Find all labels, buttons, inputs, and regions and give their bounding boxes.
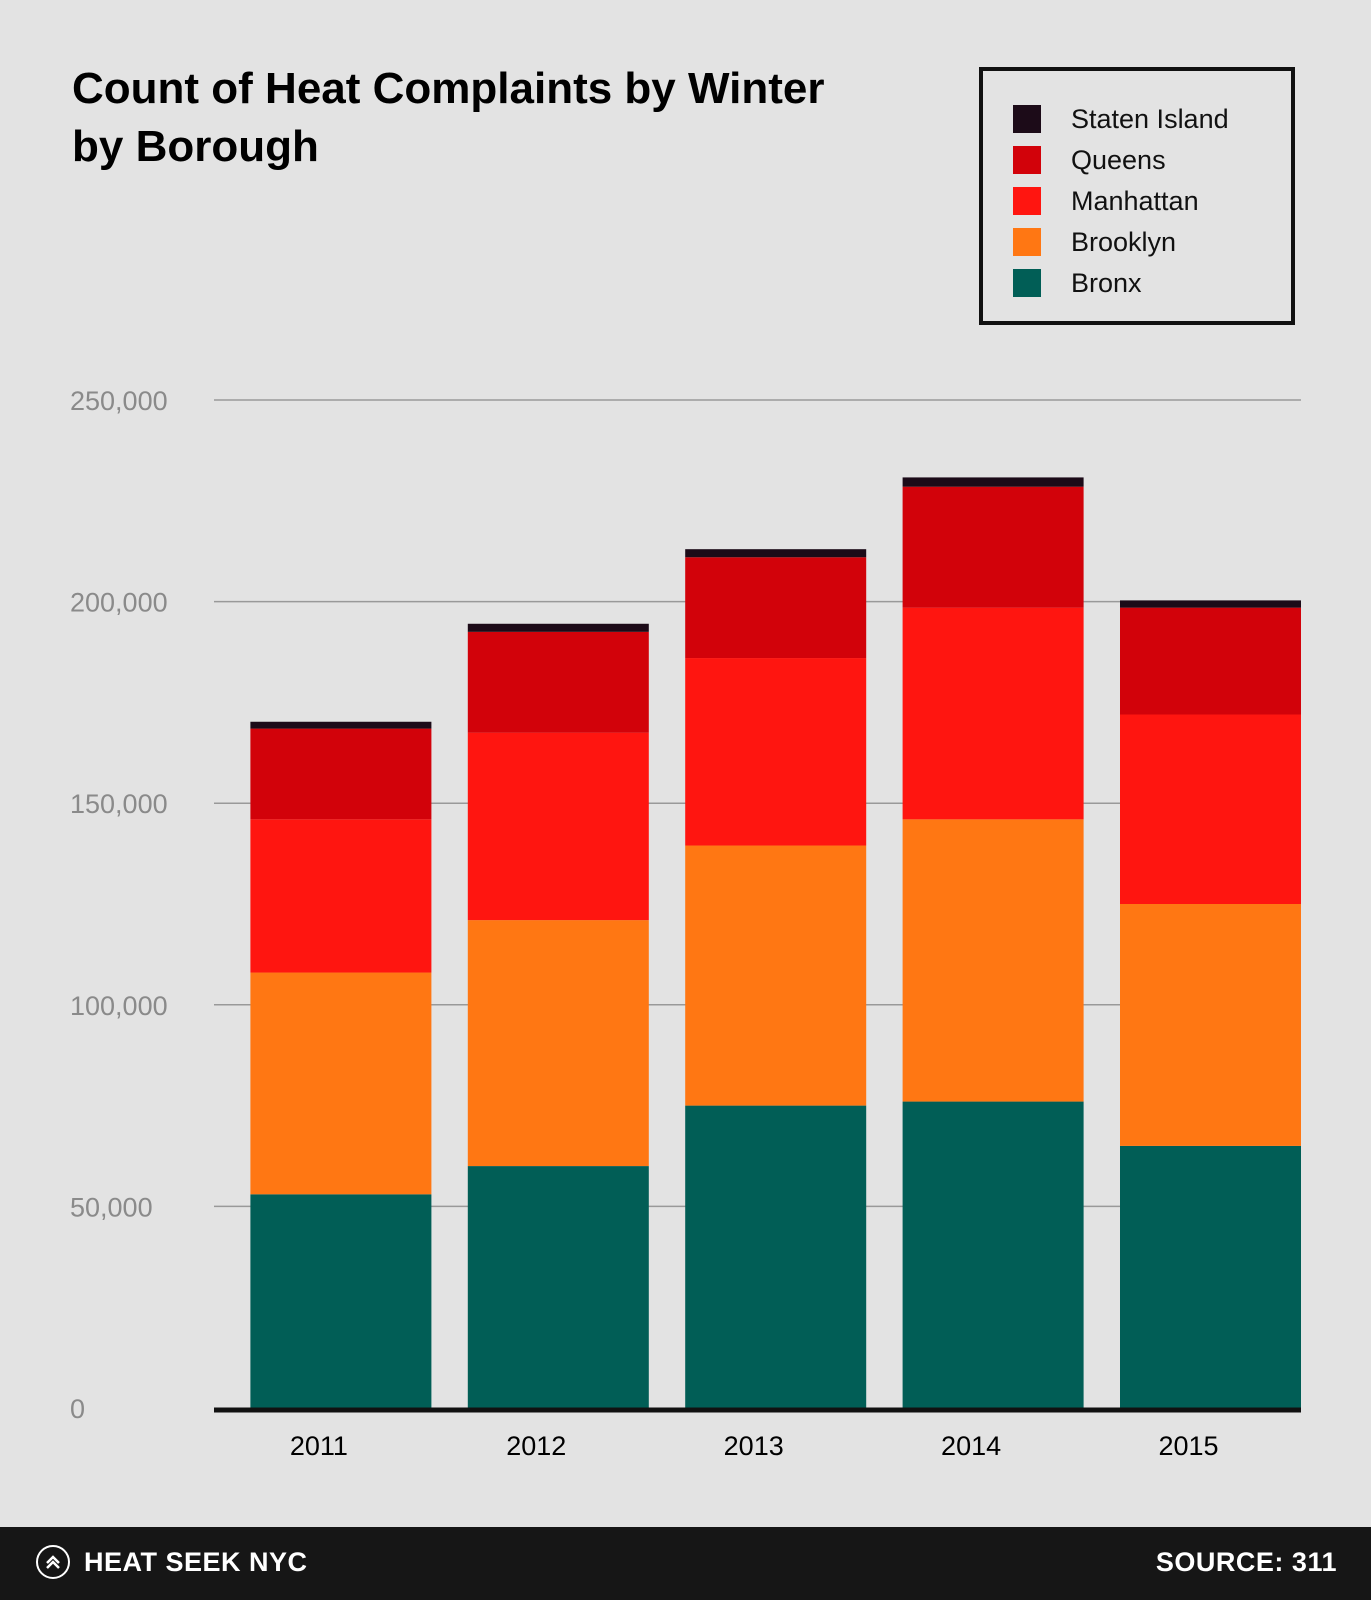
bar-segment-bronx-2012 (467, 1166, 649, 1408)
legend-swatch (1013, 105, 1041, 133)
x-tick-label: 2014 (941, 1431, 1001, 1461)
bar-segment-staten-island-2011 (250, 721, 432, 729)
bar-segment-manhattan-2015 (1120, 714, 1301, 904)
stacked-bar-chart: 0 50,000 100,000 150,000 200,000 250,000 2011 2… (70, 386, 1301, 1461)
chart-title: Count of Heat Complaints by Winter by Bo… (72, 64, 825, 171)
legend-swatch (1013, 187, 1041, 215)
legend-item: Brooklyn (1013, 227, 1176, 257)
bar-segment-brooklyn-2014 (902, 819, 1084, 1102)
y-tick-label: 0 (70, 1394, 85, 1424)
bar-segment-queens-2011 (250, 728, 432, 820)
x-tick-label: 2015 (1158, 1431, 1218, 1461)
bar-segment-manhattan-2011 (250, 819, 432, 973)
bar-segment-brooklyn-2013 (685, 845, 867, 1106)
brand: HEAT SEEK NYC (36, 1545, 308, 1579)
y-tick-label: 50,000 (70, 1192, 153, 1222)
legend-label: Brooklyn (1071, 226, 1177, 257)
bar-segment-staten-island-2013 (685, 549, 867, 558)
legend-swatch (1013, 228, 1041, 256)
legend: Staten Island Queens Manhattan Brooklyn Bron… (979, 67, 1295, 325)
legend-swatch (1013, 269, 1041, 297)
legend-item: Staten Island (1013, 104, 1229, 134)
legend-item: Manhattan (1013, 186, 1199, 216)
legend-label: Staten Island (1071, 103, 1229, 134)
legend-label: Manhattan (1071, 185, 1199, 216)
bar-segment-queens-2014 (902, 486, 1084, 608)
legend-item: Queens (1013, 145, 1166, 175)
bar-segment-queens-2015 (1120, 607, 1301, 715)
bar-segment-staten-island-2014 (902, 477, 1084, 487)
y-tick-label: 150,000 (70, 789, 168, 819)
source-label: SOURCE: 311 (1155, 1547, 1337, 1577)
bar-segment-bronx-2011 (250, 1194, 432, 1408)
bar-segment-queens-2012 (467, 631, 649, 733)
bar-segment-bronx-2014 (902, 1101, 1084, 1408)
y-tick-label: 250,000 (70, 386, 168, 416)
bar-segment-queens-2013 (685, 557, 867, 659)
chevron-up-icon (36, 1545, 70, 1579)
brand-name: HEAT SEEK NYC (84, 1546, 308, 1577)
bar-segment-bronx-2013 (685, 1105, 867, 1408)
bar-segment-staten-island-2012 (467, 623, 649, 632)
bar-segment-manhattan-2014 (902, 607, 1084, 820)
x-tick-label: 2013 (724, 1431, 784, 1461)
bar-segment-manhattan-2012 (467, 732, 649, 921)
bar-segment-staten-island-2015 (1120, 600, 1301, 608)
bar-segment-brooklyn-2011 (250, 972, 432, 1195)
footer: HEAT SEEK NYC SOURCE: 311 (0, 1527, 1371, 1600)
bar-segment-brooklyn-2012 (467, 920, 649, 1167)
x-tick-label: 2011 (290, 1431, 348, 1461)
bar-segment-bronx-2015 (1120, 1145, 1301, 1408)
y-tick-label: 200,000 (70, 588, 168, 618)
legend-label: Queens (1071, 144, 1166, 175)
bar-segment-brooklyn-2015 (1120, 904, 1301, 1146)
bar-segment-manhattan-2013 (685, 658, 867, 846)
y-tick-label: 100,000 (70, 991, 168, 1021)
legend-swatch (1013, 146, 1041, 174)
legend-label: Bronx (1071, 267, 1142, 298)
x-tick-label: 2012 (506, 1431, 566, 1461)
legend-item: Bronx (1013, 268, 1142, 298)
